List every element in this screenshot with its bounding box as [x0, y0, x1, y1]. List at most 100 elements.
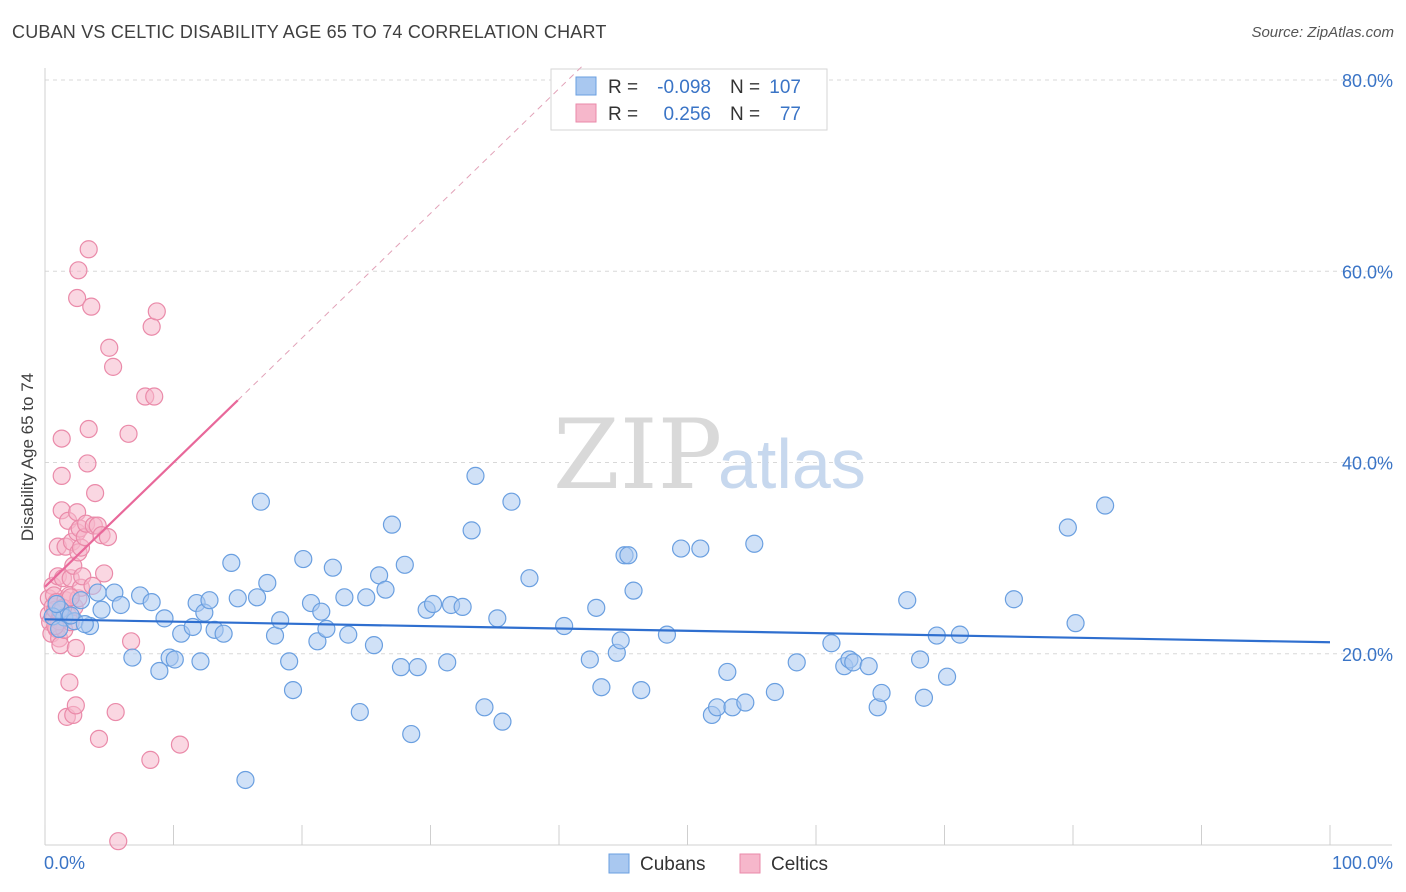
trend-lines [44, 63, 1331, 644]
watermark-zip: ZIP [553, 399, 722, 511]
cubans-point-84 [822, 634, 841, 653]
cubans-point-75 [691, 539, 710, 558]
cubans-point-35 [308, 632, 327, 651]
cubans-point-61 [502, 492, 521, 511]
celtics-trend-line [44, 399, 239, 588]
cubans-point-45 [376, 580, 395, 599]
cubans-point-91 [898, 591, 917, 610]
chart-source: Source: ZipAtlas.com [1251, 24, 1394, 41]
cubans-point-39 [335, 588, 354, 607]
cubans-point-20 [200, 591, 219, 610]
legend-swatch-cubans [575, 76, 597, 96]
cubans-point-66 [592, 678, 611, 697]
celtics-point-49 [78, 454, 97, 473]
celtics-point-60 [98, 527, 118, 547]
celtics-point-69 [145, 387, 164, 406]
cubans-point-60 [493, 712, 512, 731]
watermark-atlas: atlas [718, 425, 866, 503]
bottom-legend-label-cubans: Cubans [640, 854, 706, 875]
cubans-point-87 [844, 653, 863, 672]
celtics-point-16 [51, 636, 70, 655]
celtics-point-18 [52, 466, 71, 485]
cubans-point-26 [247, 588, 267, 607]
cubans-point-52 [423, 594, 443, 614]
cubans-point-92 [910, 650, 930, 669]
cubans-point-88 [859, 657, 878, 676]
cubans-point-14 [165, 650, 184, 669]
bottom-legend-swatch-cubans [608, 853, 630, 874]
cubans-point-81 [745, 534, 764, 553]
cubans-point-42 [357, 588, 376, 607]
cubans-point-73 [657, 625, 677, 644]
legend-box [550, 68, 828, 131]
x-tick-label-0: 0.0% [44, 853, 85, 873]
axes [44, 68, 1392, 846]
cubans-point-31 [280, 652, 299, 671]
cubans-point-56 [466, 466, 485, 485]
cubans-point-80 [736, 693, 755, 712]
cubans-point-23 [222, 553, 241, 573]
cubans-point-36 [312, 602, 331, 621]
celtics-point-50 [79, 419, 98, 439]
celtics-point-35 [66, 638, 85, 658]
cubans-trend-line [44, 618, 1331, 644]
legend-r-label-cubans: R = [608, 77, 638, 98]
cubans-point-50 [408, 658, 427, 677]
legend-r-value-cubans: -0.098 [657, 77, 711, 98]
cubans-point-5 [88, 583, 107, 602]
cubans-point-65 [587, 598, 606, 617]
cubans-point-3 [71, 591, 91, 610]
cubans-point-25 [236, 770, 255, 790]
legend-n-value-celtics: 77 [780, 104, 801, 125]
cubans-point-27 [251, 492, 270, 511]
cubans-point-83 [787, 653, 806, 672]
celtics-point-36 [66, 696, 85, 715]
watermark: ZIP atlas [553, 399, 866, 511]
cubans-point-64 [580, 650, 599, 669]
y-tick-label-1: 40.0% [1342, 454, 1393, 474]
cubans-point-46 [382, 515, 402, 534]
celtics-point-39 [68, 288, 87, 308]
cubans-point-90 [872, 683, 891, 703]
celtics-point-57 [89, 729, 109, 748]
cubans-point-70 [619, 546, 638, 565]
legend-r-value-celtics: 0.256 [663, 104, 711, 125]
celtics-point-27 [60, 673, 79, 692]
legend-r-label-celtics: R = [608, 104, 638, 125]
celtics-point-64 [119, 424, 138, 443]
cubans-point-47 [391, 658, 411, 677]
celtics-point-68 [142, 317, 161, 336]
celtics-point-61 [100, 338, 119, 357]
celtics-point-52 [82, 297, 101, 316]
cubans-point-72 [632, 680, 651, 700]
cubans-point-43 [364, 636, 384, 655]
cubans-point-22 [214, 624, 233, 643]
cubans-point-57 [462, 521, 481, 540]
cubans-point-9 [123, 648, 142, 667]
cubans-point-24 [228, 589, 247, 608]
bottom-legend-label-celtics: Celtics [771, 854, 828, 875]
x-tick-label-1: 100.0% [1332, 853, 1393, 873]
cubans-point-59 [488, 609, 507, 628]
bottom-legend-swatch-celtics [739, 853, 761, 874]
cubans-point-58 [475, 698, 494, 717]
legend-n-value-cubans: 107 [769, 77, 801, 98]
y-axis-label: Disability Age 65 to 74 [18, 373, 37, 541]
cubans-point-41 [350, 702, 369, 722]
cubans-point-33 [294, 549, 313, 569]
cubans-point-12 [150, 661, 169, 681]
cubans-point-30 [271, 611, 290, 630]
cubans-point-102 [47, 594, 66, 614]
cubans-point-29 [265, 626, 285, 645]
celtics-point-70 [147, 302, 166, 321]
chart-title: CUBAN VS CELTIC DISABILITY AGE 65 TO 74 … [12, 22, 607, 42]
y-tick-label-0: 20.0% [1342, 645, 1393, 665]
celtics-point-65 [121, 632, 141, 651]
celtics-point-59 [95, 564, 114, 583]
celtics-point-67 [141, 750, 160, 769]
cubans-point-78 [718, 662, 737, 682]
celtics-point-19 [52, 429, 71, 448]
y-tick-label-2: 60.0% [1342, 262, 1393, 282]
cubans-point-71 [624, 581, 643, 600]
